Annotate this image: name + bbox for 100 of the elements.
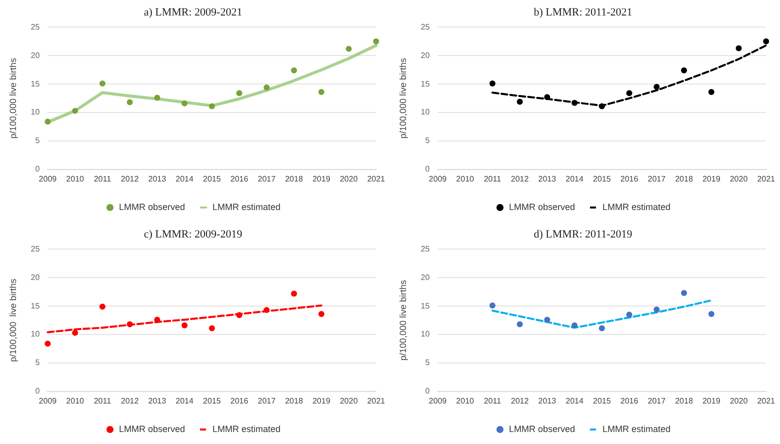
x-tick-label: 2020 <box>340 174 358 184</box>
y-tick-label: 15 <box>30 301 40 310</box>
point <box>318 89 324 96</box>
point <box>264 307 270 314</box>
x-tick-label: 2014 <box>176 174 194 184</box>
x-tick-label: 2014 <box>566 174 584 184</box>
x-tick-label: 2021 <box>757 396 776 406</box>
x-tick-label: 2017 <box>648 396 666 406</box>
y-tick-label: 20 <box>30 50 40 60</box>
x-tick-label: 2010 <box>66 396 85 406</box>
point <box>208 103 215 110</box>
x-tick-label: 2021 <box>367 396 386 406</box>
y-tick-label: 0 <box>35 164 40 174</box>
y-tick-label: 25 <box>30 22 40 32</box>
x-tick-label: 2011 <box>94 174 112 184</box>
point <box>626 90 632 96</box>
x-tick-label: 2009 <box>428 396 448 406</box>
point <box>291 67 297 74</box>
y-tick-label: 15 <box>420 79 430 88</box>
x-tick-label: 2018 <box>675 174 694 184</box>
y-tick-label: 20 <box>420 272 430 282</box>
point <box>681 290 687 296</box>
x-tick-label: 2018 <box>285 396 304 406</box>
x-tick-label: 2016 <box>230 174 249 184</box>
x-tick-label: 2016 <box>620 396 639 406</box>
point <box>72 108 78 114</box>
legend-label: LMMR estimated <box>602 424 671 434</box>
point <box>654 84 660 90</box>
y-axis-title: p/100,000 live births <box>398 280 408 361</box>
x-tick-label: 2011 <box>94 396 112 406</box>
point <box>208 325 215 332</box>
y-axis-title: p/100,000 live births <box>8 58 18 139</box>
point <box>44 118 51 125</box>
point <box>373 38 380 44</box>
x-tick-label: 2019 <box>312 396 331 406</box>
x-tick-label: 2016 <box>620 174 639 184</box>
y-tick-label: 5 <box>35 358 40 368</box>
x-tick-label: 2018 <box>675 396 694 406</box>
y-tick-label: 15 <box>30 79 40 88</box>
x-tick-label: 2021 <box>757 174 776 184</box>
x-tick-label: 2021 <box>367 174 386 184</box>
point <box>346 46 352 52</box>
x-tick-label: 2015 <box>593 174 612 184</box>
point <box>736 45 742 52</box>
point <box>708 89 714 96</box>
y-tick-label: 25 <box>30 244 40 254</box>
x-tick-label: 2015 <box>203 396 222 406</box>
y-axis-title: p/100,000 live births <box>8 278 18 362</box>
legend-label: LMMR estimated <box>602 202 671 212</box>
x-tick-label: 2017 <box>648 174 666 184</box>
x-tick-label: 2013 <box>148 174 167 184</box>
point <box>126 99 133 106</box>
point <box>654 306 660 312</box>
x-tick-label: 2010 <box>456 174 475 184</box>
point <box>264 84 270 90</box>
y-tick-label: 25 <box>420 244 430 254</box>
point <box>544 94 550 100</box>
y-tick-label: 0 <box>425 386 430 396</box>
x-tick-label: 2009 <box>38 396 58 406</box>
point <box>626 312 632 318</box>
point <box>681 67 687 74</box>
legend-label: LMMR observed <box>118 424 186 434</box>
legend-label: LMMR estimated <box>212 202 281 212</box>
point <box>516 321 523 328</box>
point <box>598 103 605 110</box>
point <box>44 340 51 347</box>
x-tick-label: 2010 <box>456 396 475 406</box>
chart-title: d) LMMR: 2011-2019 <box>534 228 633 240</box>
point <box>572 100 578 106</box>
point <box>182 322 188 328</box>
x-tick-label: 2012 <box>510 174 530 184</box>
x-tick-label: 2011 <box>484 396 502 406</box>
y-tick-label: 15 <box>420 301 430 310</box>
line-series <box>491 299 712 329</box>
x-tick-label: 2013 <box>538 174 557 184</box>
point <box>318 311 324 318</box>
legend-label: LMMR observed <box>508 424 576 434</box>
y-tick-label: 25 <box>420 22 430 32</box>
x-tick-label: 2014 <box>566 396 584 406</box>
y-tick-label: 5 <box>425 136 430 146</box>
point <box>99 80 106 87</box>
legend-label: LMMR observed <box>508 202 576 212</box>
y-tick-label: 10 <box>420 108 430 117</box>
x-tick-label: 2009 <box>428 174 448 184</box>
x-tick-label: 2016 <box>230 396 249 406</box>
point <box>154 94 160 101</box>
x-tick-label: 2017 <box>258 396 276 406</box>
x-tick-label: 2018 <box>285 174 304 184</box>
x-tick-label: 2009 <box>38 174 58 184</box>
point <box>236 312 242 318</box>
point <box>489 80 496 87</box>
chart-title: c) LMMR: 2009-2019 <box>144 228 243 240</box>
y-tick-label: 10 <box>30 330 40 339</box>
x-tick-label: 2019 <box>702 174 721 184</box>
y-tick-label: 0 <box>35 386 40 396</box>
point <box>236 90 242 96</box>
point <box>72 330 78 336</box>
x-tick-label: 2019 <box>312 174 331 184</box>
x-tick-label: 2013 <box>538 396 557 406</box>
point <box>708 311 714 318</box>
